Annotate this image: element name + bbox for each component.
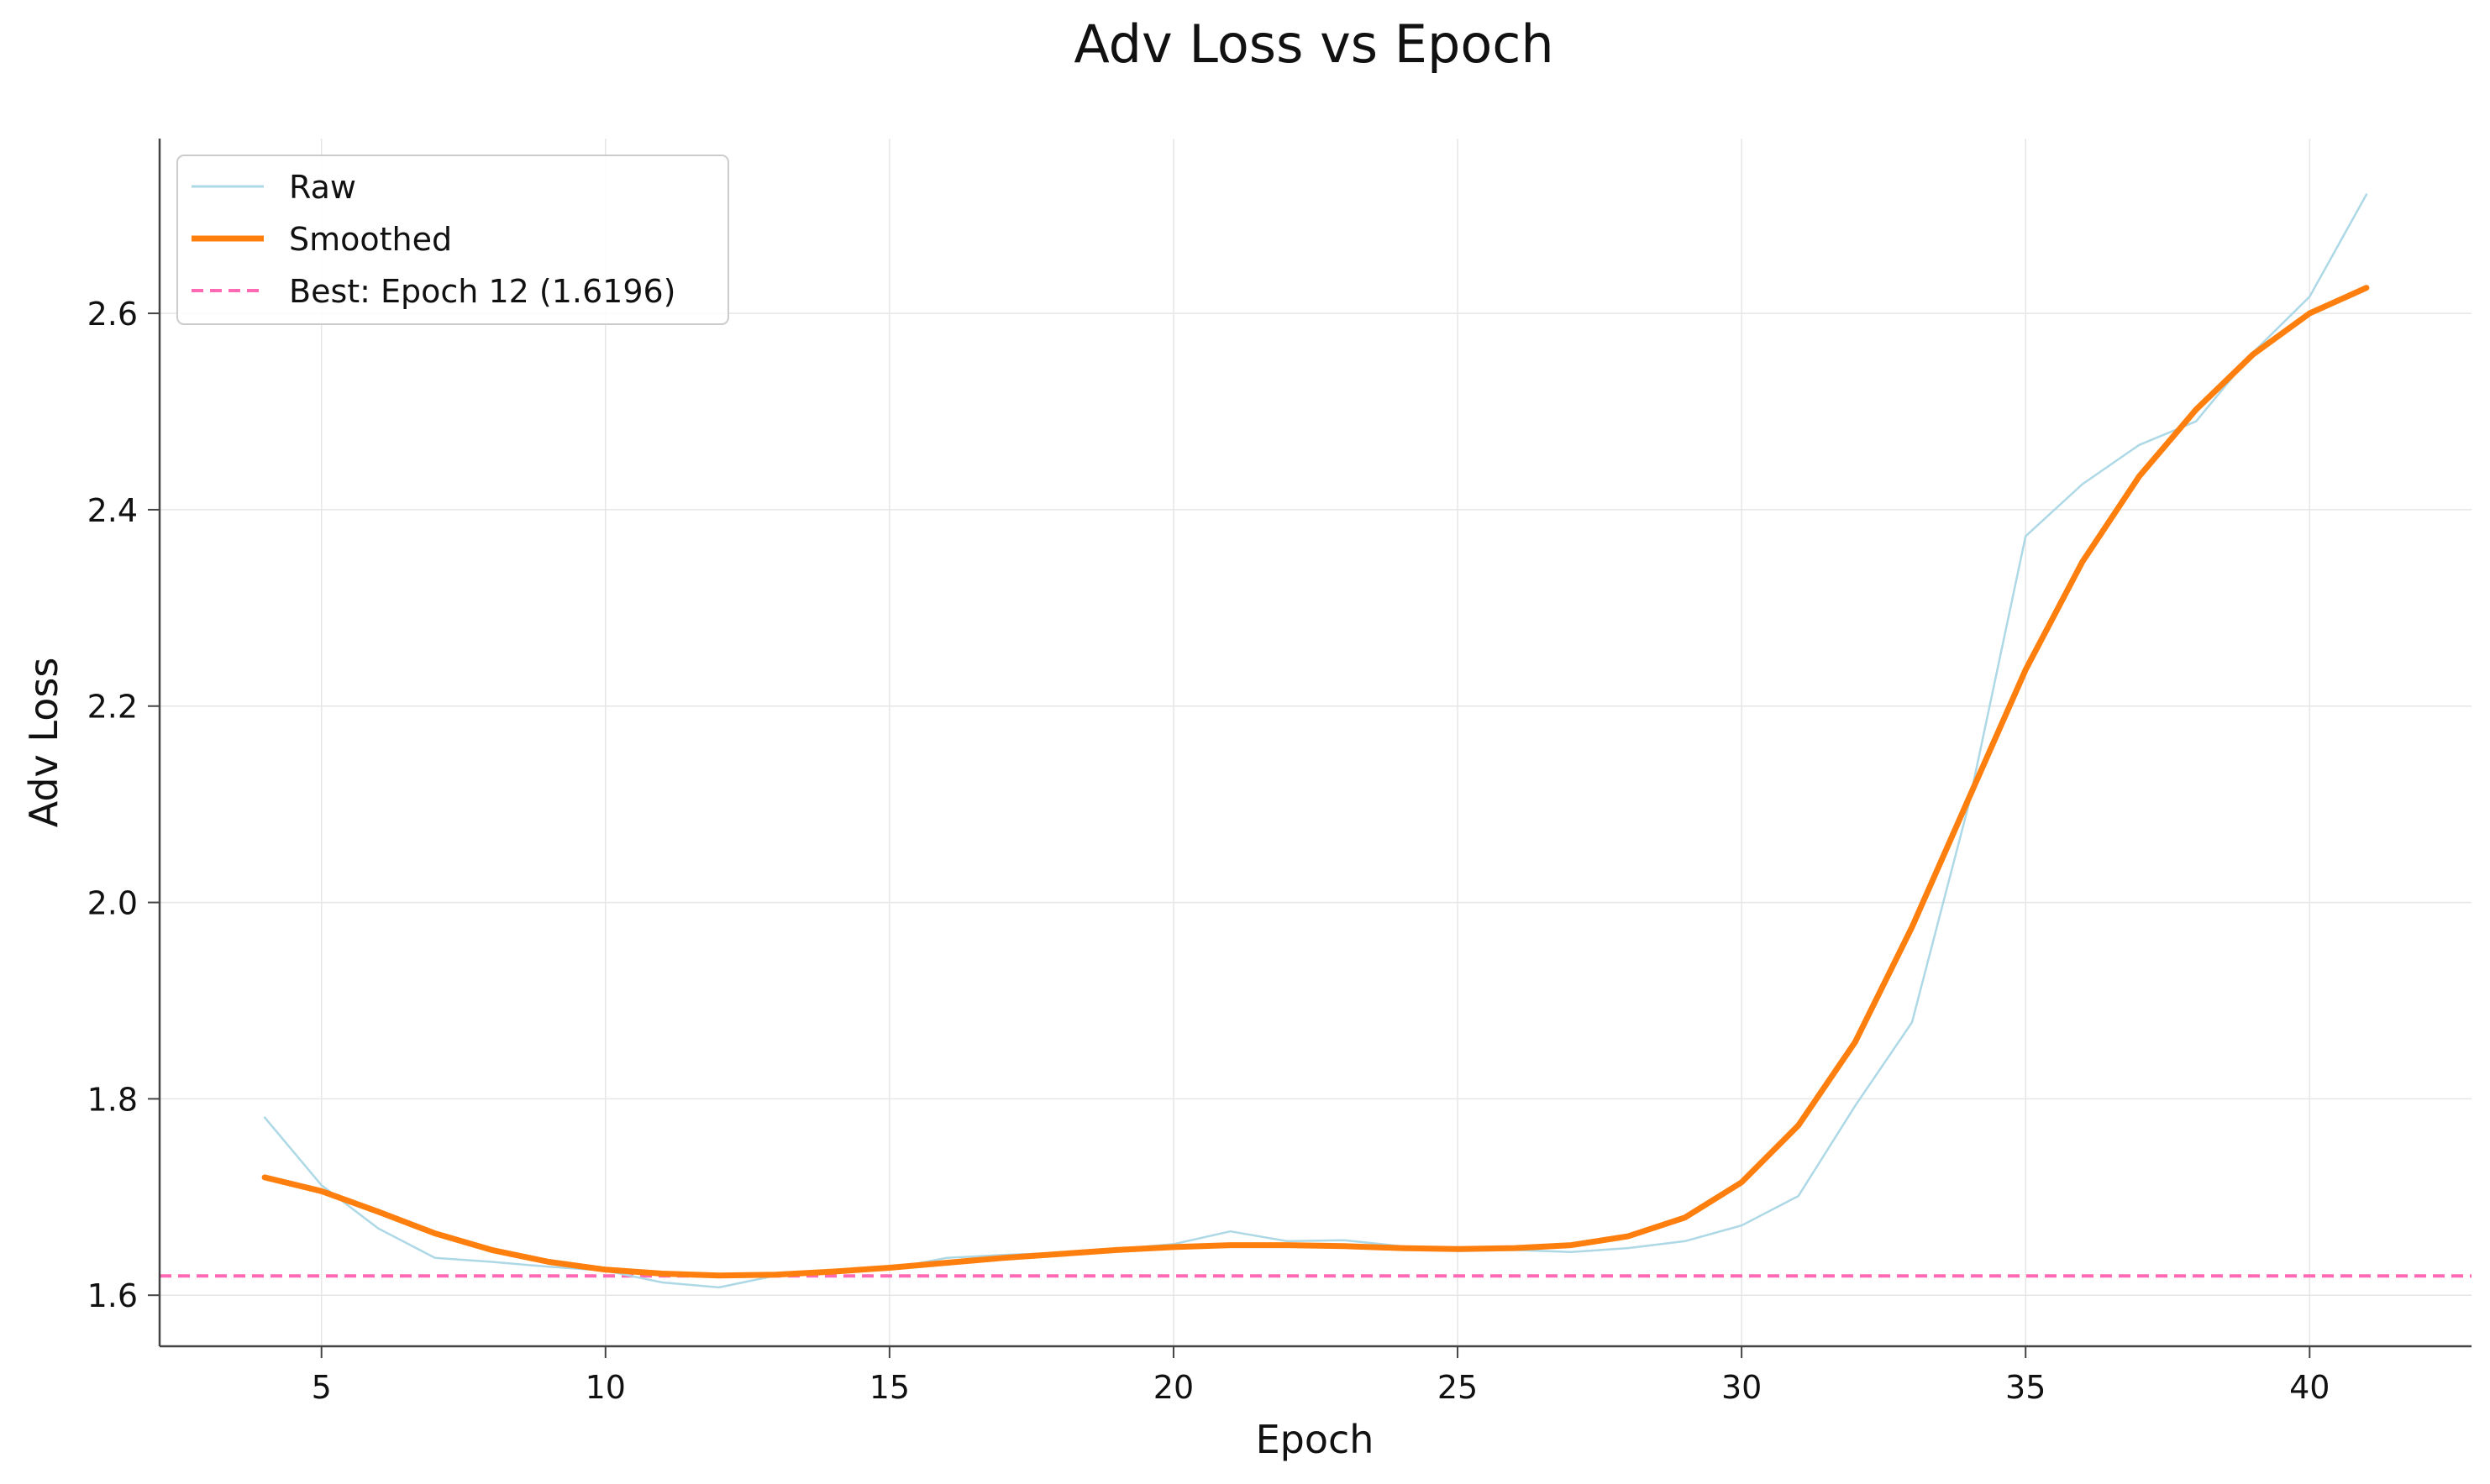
legend: Raw Smoothed Best: Epoch 12 (1.6196) <box>176 155 729 325</box>
y-ticks: 1.6 1.8 2.0 2.2 2.4 2.6 <box>87 296 160 1314</box>
grid <box>160 139 2472 1346</box>
raw-series-line <box>263 193 2368 1289</box>
x-tick-label: 30 <box>1721 1369 1762 1406</box>
series-layer <box>261 193 2370 1289</box>
y-tick-label: 1.6 <box>87 1277 138 1314</box>
y-tick-label: 2.4 <box>87 492 138 529</box>
x-tick-label: 40 <box>2289 1369 2330 1406</box>
x-tick-label: 35 <box>2005 1369 2046 1406</box>
y-tick-label: 2.6 <box>87 296 138 333</box>
y-tick-label: 1.8 <box>87 1081 138 1118</box>
chart-title: Adv Loss vs Epoch <box>1074 13 1553 75</box>
x-tick-label: 25 <box>1437 1369 1478 1406</box>
y-tick-label: 2.0 <box>87 885 138 922</box>
legend-smoothed-label: Smoothed <box>289 221 452 258</box>
smoothed-series-line <box>261 285 2370 1279</box>
x-tick-label: 5 <box>312 1369 332 1406</box>
x-tick-label: 20 <box>1153 1369 1194 1406</box>
y-tick-label: 2.2 <box>87 689 138 726</box>
legend-best-label: Best: Epoch 12 (1.6196) <box>289 273 676 310</box>
axes <box>158 139 2472 1348</box>
y-axis-label: Adv Loss <box>21 658 66 828</box>
x-axis-label: Epoch <box>1256 1417 1374 1462</box>
legend-raw-label: Raw <box>289 169 356 206</box>
x-ticks: 5 10 15 20 25 30 35 40 <box>312 1346 2330 1406</box>
legend-box <box>176 155 729 325</box>
x-tick-label: 10 <box>586 1369 626 1406</box>
x-tick-label: 15 <box>869 1369 910 1406</box>
